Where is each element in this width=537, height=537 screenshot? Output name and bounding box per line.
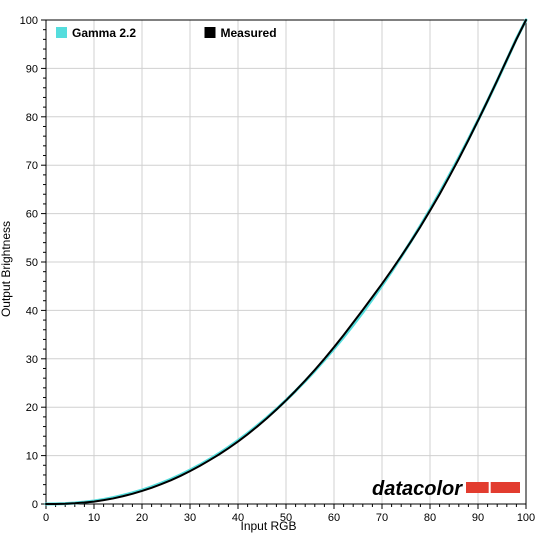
svg-text:70: 70 [26, 160, 38, 172]
svg-text:20: 20 [26, 402, 38, 414]
gamma-chart: Output Brightness Input RGB 010203040506… [0, 0, 537, 537]
svg-text:10: 10 [26, 451, 38, 463]
svg-text:50: 50 [26, 257, 38, 269]
y-axis-label: Output Brightness [0, 220, 13, 316]
svg-text:Measured: Measured [221, 26, 277, 40]
svg-text:100: 100 [20, 15, 38, 27]
svg-text:10: 10 [88, 512, 100, 524]
svg-text:80: 80 [26, 112, 38, 124]
svg-text:30: 30 [26, 354, 38, 366]
svg-text:0: 0 [43, 512, 49, 524]
svg-text:0: 0 [32, 499, 38, 511]
chart-svg: 0102030405060708090100010203040506070809… [0, 0, 537, 537]
svg-text:100: 100 [517, 512, 535, 524]
svg-text:60: 60 [328, 512, 340, 524]
svg-text:20: 20 [136, 512, 148, 524]
svg-text:datacolor: datacolor [372, 478, 463, 500]
svg-text:70: 70 [376, 512, 388, 524]
svg-text:Gamma 2.2: Gamma 2.2 [72, 26, 136, 40]
svg-text:60: 60 [26, 209, 38, 221]
svg-text:40: 40 [26, 305, 38, 317]
x-axis-label: Input RGB [240, 519, 296, 533]
svg-text:90: 90 [26, 63, 38, 75]
svg-text:90: 90 [472, 512, 484, 524]
svg-text:80: 80 [424, 512, 436, 524]
svg-text:30: 30 [184, 512, 196, 524]
